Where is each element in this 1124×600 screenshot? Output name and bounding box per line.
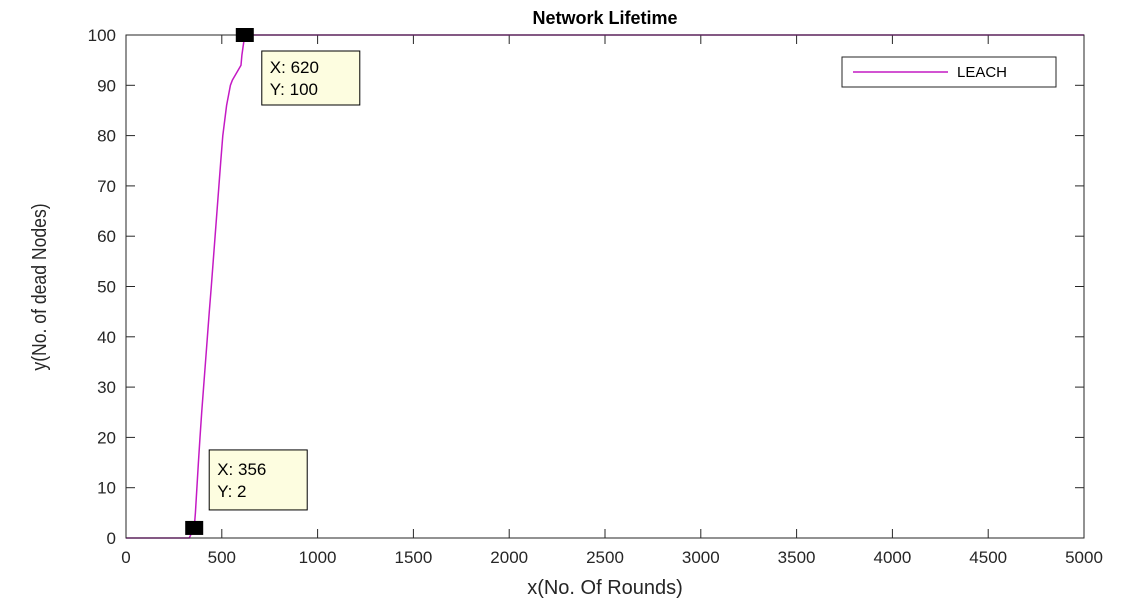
datatip-marker[interactable] bbox=[185, 520, 204, 535]
datatip-marker[interactable] bbox=[235, 28, 254, 42]
y-tick-label: 80 bbox=[97, 127, 116, 146]
datatip-box[interactable] bbox=[261, 50, 361, 106]
chart-title: Network Lifetime bbox=[532, 8, 677, 28]
x-tick-label: 4500 bbox=[969, 548, 1007, 567]
series-line-leach bbox=[126, 34, 1084, 539]
series-layer bbox=[126, 34, 1084, 539]
datatips: X: 620 Y: 100 X: 356 Y: 2 bbox=[185, 28, 361, 535]
datatip-box[interactable] bbox=[208, 449, 308, 511]
y-tick-label: 40 bbox=[97, 328, 116, 347]
tick-labels: 0 500 1000 1500 2000 2500 3000 3500 4000 4500 5000… bbox=[88, 26, 1103, 567]
y-tick-label: 100 bbox=[88, 26, 116, 45]
x-tick-label: 5000 bbox=[1065, 548, 1103, 567]
y-tick-label: 70 bbox=[97, 177, 116, 196]
x-tick-label: 4000 bbox=[873, 548, 911, 567]
y-tick-label: 10 bbox=[97, 479, 116, 498]
legend-label-leach: LEACH bbox=[957, 64, 1007, 81]
datatip-y-text: Y: 100 bbox=[270, 80, 318, 99]
x-tick-label: 2000 bbox=[490, 548, 528, 567]
y-tick-label: 50 bbox=[97, 278, 116, 297]
legend[interactable]: LEACH bbox=[841, 56, 1057, 88]
y-axis-title: y(No. of dead Nodes) bbox=[28, 203, 50, 370]
x-tick-label: 500 bbox=[208, 548, 236, 567]
y-tick-label: 20 bbox=[97, 428, 116, 447]
datatip-y-text: Y: 2 bbox=[217, 482, 246, 501]
y-tick-label: 30 bbox=[97, 378, 116, 397]
x-tick-label: 1500 bbox=[394, 548, 432, 567]
plot-frame bbox=[125, 34, 1085, 539]
tick-marks bbox=[125, 34, 1085, 539]
datatip-x-text: X: 356 bbox=[217, 460, 266, 479]
x-tick-label: 3000 bbox=[682, 548, 720, 567]
datatip-x-text: X: 620 bbox=[270, 58, 319, 77]
x-axis-title: x(No. Of Rounds) bbox=[527, 577, 683, 599]
x-tick-label: 0 bbox=[121, 548, 130, 567]
y-tick-label: 0 bbox=[107, 529, 116, 548]
x-tick-label: 1000 bbox=[299, 548, 337, 567]
y-tick-label: 90 bbox=[97, 76, 116, 95]
y-tick-label: 60 bbox=[97, 227, 116, 246]
x-tick-label: 2500 bbox=[586, 548, 624, 567]
x-tick-label: 3500 bbox=[778, 548, 816, 567]
